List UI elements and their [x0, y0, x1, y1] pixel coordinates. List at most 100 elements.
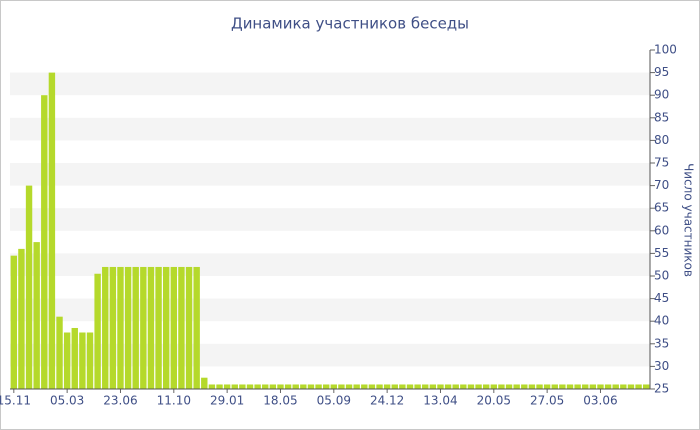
bar	[10, 255, 18, 389]
bar	[444, 384, 452, 389]
bar	[109, 266, 117, 389]
bar	[41, 95, 48, 389]
bar	[414, 384, 421, 389]
bar	[56, 316, 63, 389]
grid-band	[10, 343, 650, 367]
bar	[231, 384, 238, 389]
bar	[551, 384, 558, 389]
y-tick-label: 80	[654, 133, 669, 147]
y-tick-label: 95	[654, 65, 669, 79]
bar	[635, 384, 642, 389]
bar	[528, 384, 536, 389]
bar	[147, 266, 155, 389]
bar	[300, 384, 307, 389]
bar	[124, 266, 132, 389]
bar	[460, 384, 467, 389]
grid-band	[10, 298, 650, 322]
x-tick-label: 11.10	[157, 394, 191, 408]
bar	[338, 384, 345, 389]
y-tick-label: 25	[654, 382, 669, 396]
bar	[262, 384, 269, 389]
bar	[597, 384, 604, 389]
bar	[25, 185, 33, 389]
bar	[140, 266, 147, 389]
x-tick-label: 20.05	[477, 394, 511, 408]
y-tick-label: 75	[654, 156, 669, 170]
grid-band	[10, 208, 650, 231]
bar	[482, 384, 490, 389]
bar	[399, 384, 406, 389]
bar	[223, 384, 231, 389]
bar	[117, 266, 124, 389]
bar	[589, 384, 597, 389]
y-tick-label: 90	[654, 88, 669, 102]
bar	[353, 384, 360, 389]
bar	[498, 384, 505, 389]
bar	[422, 384, 429, 389]
bar	[368, 384, 376, 389]
bar	[102, 266, 109, 389]
bar	[185, 266, 193, 389]
bar	[63, 332, 71, 389]
grid-band	[10, 117, 650, 141]
bar	[475, 384, 482, 389]
bar	[307, 384, 315, 389]
bar	[620, 384, 627, 389]
x-tick-label: 03.06	[583, 394, 617, 408]
bar	[178, 266, 185, 389]
bar	[376, 384, 383, 389]
bar	[406, 384, 414, 389]
bar	[361, 384, 368, 389]
bar	[269, 384, 277, 389]
bar	[254, 384, 261, 389]
bar	[437, 384, 444, 389]
bar	[155, 266, 162, 389]
y-tick-label: 100	[654, 43, 677, 57]
y-tick-label: 65	[654, 201, 669, 215]
y-axis-label: Число участников	[682, 163, 696, 277]
y-tick-label: 70	[654, 178, 669, 192]
bar	[94, 273, 101, 389]
bar	[391, 384, 398, 389]
bar	[627, 384, 635, 389]
x-tick-label: 05.03	[50, 394, 84, 408]
y-tick-label: 60	[654, 223, 669, 237]
bar	[277, 384, 284, 389]
bar	[345, 384, 353, 389]
bar	[239, 384, 246, 389]
bar	[559, 384, 566, 389]
x-tick-label: 18.05	[263, 394, 297, 408]
bar	[292, 384, 299, 389]
y-tick-label: 30	[654, 359, 669, 373]
y-tick-label: 35	[654, 336, 669, 350]
x-tick-label: 24.12	[370, 394, 404, 408]
x-tick-label: 13.04	[423, 394, 457, 408]
bar	[452, 384, 459, 389]
y-tick-label: 50	[654, 269, 669, 283]
bar	[193, 266, 200, 389]
bar	[246, 384, 254, 389]
x-tick-label: 15.11	[0, 394, 31, 408]
bar	[162, 266, 170, 389]
bar	[513, 384, 520, 389]
x-tick-label: 29.01	[210, 394, 244, 408]
bar	[574, 384, 581, 389]
bar	[642, 384, 650, 389]
bar	[521, 384, 528, 389]
chart-title: Динамика участников беседы	[231, 15, 469, 33]
y-tick-label: 40	[654, 314, 669, 328]
grid-band	[10, 253, 650, 276]
bar	[284, 384, 292, 389]
bar	[33, 242, 40, 389]
bar	[490, 384, 498, 389]
bar	[505, 384, 513, 389]
bar	[604, 384, 612, 389]
grid-band	[10, 163, 650, 186]
bar	[429, 384, 437, 389]
bar	[612, 384, 619, 389]
bar	[208, 384, 216, 389]
bar	[383, 384, 391, 389]
bar	[536, 384, 543, 389]
bar	[18, 248, 25, 389]
